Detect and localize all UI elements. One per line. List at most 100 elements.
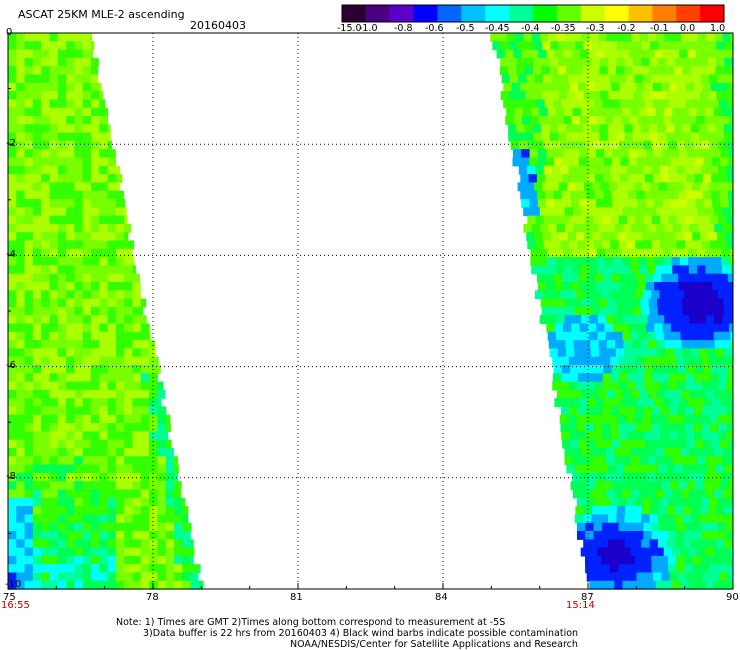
swath-cell: [74, 464, 84, 474]
swath-cell: [570, 157, 580, 167]
swath-cell: [132, 257, 135, 266]
swath-cell: [24, 531, 34, 540]
swath-cell: [66, 406, 75, 416]
swath-cell: [16, 165, 26, 175]
swath-cell: [578, 82, 587, 92]
swath-cell: [16, 539, 26, 549]
swath-cell: [648, 389, 658, 399]
swath-cell: [684, 555, 694, 565]
swath-cell: [82, 273, 92, 283]
swath-cell: [548, 315, 557, 325]
swath-cell: [49, 323, 59, 333]
swath-cell: [99, 298, 109, 308]
swath-cell: [713, 265, 723, 275]
swath-cell: [587, 199, 597, 208]
swath-cell: [642, 414, 652, 424]
swath-cell: [664, 389, 674, 399]
swath-cell: [82, 323, 92, 333]
swath-cell: [554, 323, 564, 333]
swath-cell: [726, 356, 733, 366]
swath-cell: [149, 406, 158, 416]
swath-cell: [562, 149, 572, 159]
swath-cell: [107, 522, 117, 532]
swath-cell: [99, 365, 109, 374]
swath-cell: [635, 215, 645, 225]
swath-cell: [547, 257, 556, 266]
swath-cell: [132, 497, 142, 507]
swath-cell: [555, 257, 565, 266]
swath-cell: [543, 74, 552, 84]
swath-cell: [674, 514, 684, 524]
swath-cell: [684, 497, 694, 507]
swath-cell: [174, 497, 183, 507]
swath-cell: [74, 365, 84, 374]
swath-cell: [49, 174, 59, 183]
swath-cell: [8, 448, 17, 457]
swath-cell: [631, 223, 641, 233]
swath-cell: [616, 66, 625, 76]
swath-cell: [107, 580, 117, 590]
swath-cell: [712, 323, 722, 333]
swath-cell: [701, 531, 711, 540]
swath-cell: [691, 41, 701, 51]
swath-cell: [115, 381, 125, 391]
swath-cell: [638, 257, 648, 266]
swath-cell: [24, 315, 34, 325]
swath-cell: [679, 282, 688, 291]
swath-cell: [99, 182, 109, 192]
swath-cell: [149, 522, 158, 532]
swath-cell: [41, 165, 51, 175]
swath-cell: [637, 199, 647, 208]
swath-cell: [545, 174, 555, 183]
swath-cell: [626, 140, 636, 150]
swath-cell: [132, 373, 142, 383]
swath-cell: [727, 82, 733, 92]
swath-cell: [561, 373, 571, 383]
swath-cell: [16, 257, 26, 266]
swath-cell: [57, 514, 67, 524]
swath-cell: [630, 331, 640, 341]
swath-cell: [699, 66, 708, 76]
swath-cell: [599, 124, 609, 134]
swath-cell: [24, 497, 34, 507]
swath-cell: [644, 373, 654, 383]
swath-cell: [635, 497, 644, 507]
swath-cell: [596, 323, 606, 333]
swath-cell: [660, 423, 669, 432]
swath-cell: [115, 414, 125, 424]
swath-cell: [149, 547, 158, 557]
swath-cell: [555, 248, 565, 258]
swath-cell: [616, 506, 626, 515]
swath-cell: [41, 381, 51, 391]
swath-cell: [642, 232, 652, 242]
swath-cell: [91, 306, 100, 316]
swath-cell: [696, 248, 706, 258]
swath-cell: [536, 174, 546, 183]
swath-cell: [32, 572, 42, 582]
swath-cell: [91, 182, 100, 192]
swath-cell: [723, 340, 732, 349]
swath-cell: [8, 82, 17, 92]
swath-cell: [32, 174, 42, 183]
swath-cell: [709, 140, 719, 150]
swath-cell: [74, 398, 84, 408]
swath-cell: [74, 273, 84, 283]
swath-cell: [74, 547, 84, 557]
swath-cell: [91, 207, 100, 217]
swath-cell: [74, 340, 84, 349]
swath-cell: [650, 232, 660, 242]
swath-cell: [707, 348, 717, 358]
swath-cell: [16, 564, 26, 574]
swath-cell: [49, 414, 59, 424]
swath-cell: [659, 232, 668, 242]
swath-cell: [99, 282, 109, 291]
swath-cell: [610, 423, 620, 432]
swath-cell: [618, 290, 627, 300]
swath-cell: [115, 555, 125, 565]
swath-cell: [548, 33, 558, 42]
swath-cell: [577, 406, 587, 416]
swath-cell: [99, 107, 108, 117]
swath-cell: [566, 348, 575, 358]
swath-cell: [731, 389, 733, 399]
swath-cell: [680, 265, 690, 275]
